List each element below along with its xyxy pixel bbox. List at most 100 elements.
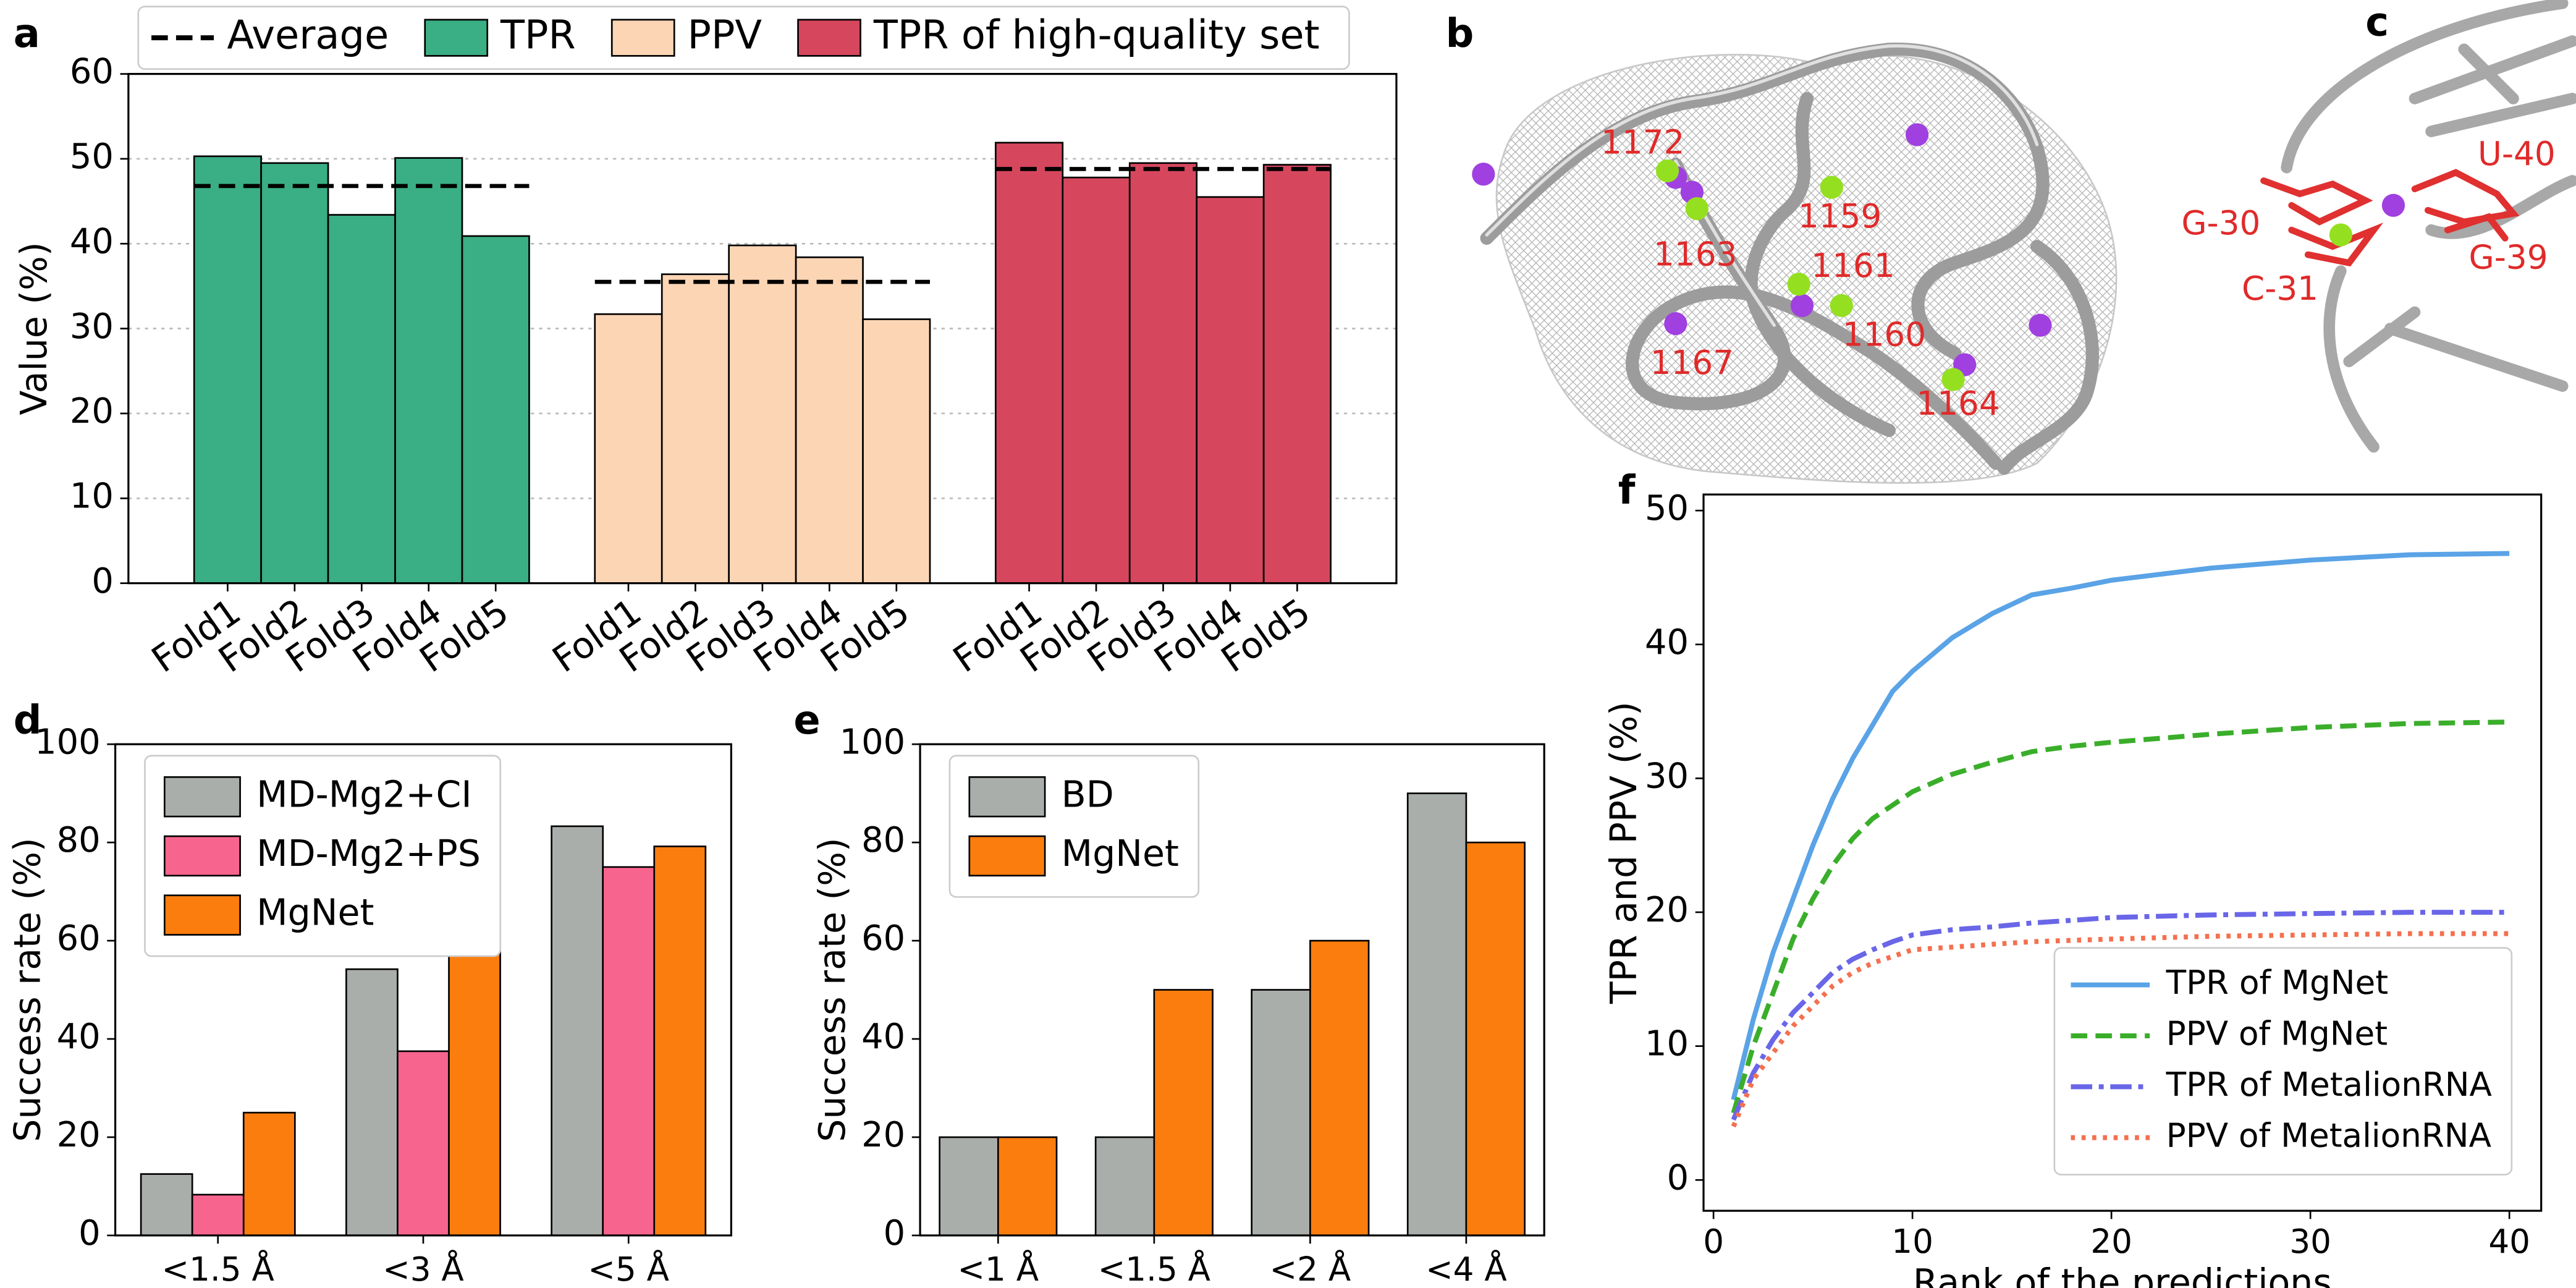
x-axis-label: Rank of the predictions (1913, 1261, 2332, 1288)
bar (397, 1050, 450, 1237)
legend-label: PPV of MetalionRNA (2166, 1116, 2491, 1155)
legend-label: TPR of high-quality set (873, 13, 1320, 59)
legend-swatch (968, 776, 1046, 818)
x-tick-label: 40 (2488, 1222, 2530, 1261)
bar (997, 1136, 1058, 1237)
y-tick-label: 20 (57, 1115, 101, 1155)
y-tick-label: 0 (1667, 1158, 1689, 1198)
bar (1094, 1136, 1155, 1237)
legend-label: TPR (500, 13, 576, 59)
line-series (1731, 931, 2510, 1128)
predicted-ion (1685, 197, 1708, 221)
y-tick-label: 40 (57, 1017, 101, 1057)
bar (995, 142, 1064, 584)
bar (1262, 164, 1332, 584)
y-tick-label: 40 (1645, 622, 1689, 663)
legend-box (2053, 947, 2513, 1176)
plot-frame (114, 743, 732, 1237)
x-tick-label: 0 (1703, 1222, 1724, 1261)
bar (394, 157, 463, 584)
legend: TPR of MgNet PPV of MgNet TPR of MetalionR… (2053, 947, 2513, 1176)
bar (140, 1173, 193, 1237)
y-tick-label: 80 (57, 820, 101, 860)
legend-label: PPV (688, 13, 762, 59)
predicted-ion (2329, 223, 2352, 247)
y-tick-label: 20 (70, 391, 114, 431)
y-tick-label: 100 (840, 722, 906, 762)
y-tick-label: 30 (1645, 756, 1689, 796)
predicted-ion (1941, 368, 1965, 391)
bar (728, 244, 797, 584)
residue-label: 1167 (1650, 344, 1734, 382)
bar (653, 845, 707, 1237)
residue-label: 1159 (1798, 197, 1881, 235)
ion-spheres (1472, 123, 2052, 391)
predicted-ion (1820, 176, 1843, 199)
bar (1406, 792, 1467, 1237)
base-sticks (2260, 169, 2520, 267)
bar (594, 313, 663, 584)
residue-label: 1160 (1843, 316, 1926, 354)
panel-label: d (14, 698, 42, 744)
plot-frame (919, 743, 1545, 1237)
predicted-ion (1830, 294, 1853, 318)
legend-swatch (163, 894, 241, 936)
x-tick-label: 30 (2289, 1222, 2331, 1261)
bar (862, 318, 931, 584)
rna-tube (1480, 43, 2099, 475)
bar (661, 273, 730, 584)
bar (1465, 841, 1526, 1237)
y-tick-label: 20 (1645, 890, 1689, 930)
legend: MD-Mg2+CI MD-Mg2+PS MgNet (144, 755, 502, 957)
x-tick-label: <1 Å (958, 1249, 1039, 1288)
x-tick-label: <3 Å (382, 1249, 464, 1288)
x-tick-label: <2 Å (1270, 1249, 1351, 1288)
y-tick-label: 60 (57, 918, 101, 959)
y-tick-label: 0 (78, 1213, 101, 1253)
bar (193, 155, 262, 584)
bar (327, 214, 396, 584)
predicted-ion (1655, 159, 1679, 183)
x-tick-label: <5 Å (588, 1249, 669, 1288)
line-series (1731, 719, 2510, 1114)
panel-label: b (1446, 11, 1474, 57)
plot-frame (1702, 493, 2543, 1212)
bar (345, 968, 399, 1237)
y-tick-label: 80 (861, 820, 905, 860)
panel-label: c (2365, 0, 2389, 45)
legend: Average TPR PPV TPR of high-quality set (137, 6, 1350, 70)
bar (1128, 162, 1198, 584)
y-tick-label: 10 (1645, 1024, 1689, 1064)
structure-b (1472, 43, 2118, 484)
bar (1062, 176, 1131, 584)
y-axis-label: Success rate (%) (6, 837, 48, 1142)
legend-label: MgNet (256, 892, 374, 934)
legend-swatch (797, 19, 861, 57)
panel-label: f (1618, 468, 1636, 514)
predicted-ion (1787, 273, 1810, 296)
bar (191, 1193, 245, 1237)
y-tick-label: 0 (884, 1213, 906, 1253)
legend-swatch (163, 835, 241, 877)
y-tick-label: 40 (70, 221, 114, 261)
bar (1251, 989, 1311, 1237)
residue-label: 1164 (1916, 384, 2000, 423)
legend-label: TPR of MgNet (2166, 964, 2388, 1002)
y-tick-label: 40 (861, 1017, 905, 1057)
residue-label: 1163 (1653, 235, 1737, 273)
bar (1309, 939, 1370, 1237)
structure-c (2260, 0, 2576, 453)
legend-label: Average (227, 13, 389, 59)
mg-ion (2029, 313, 2052, 337)
residue-label: C-31 (2242, 269, 2318, 308)
legend-swatch (968, 835, 1046, 877)
legend-label: MgNet (1062, 833, 1179, 875)
legend-label: PPV of MgNet (2166, 1015, 2388, 1053)
bar (242, 1111, 296, 1237)
legend-label: BD (1062, 773, 1114, 815)
mg-ion (1905, 123, 1929, 146)
bar (551, 825, 604, 1237)
residue-label: U-40 (2478, 135, 2556, 173)
bar (461, 235, 530, 584)
